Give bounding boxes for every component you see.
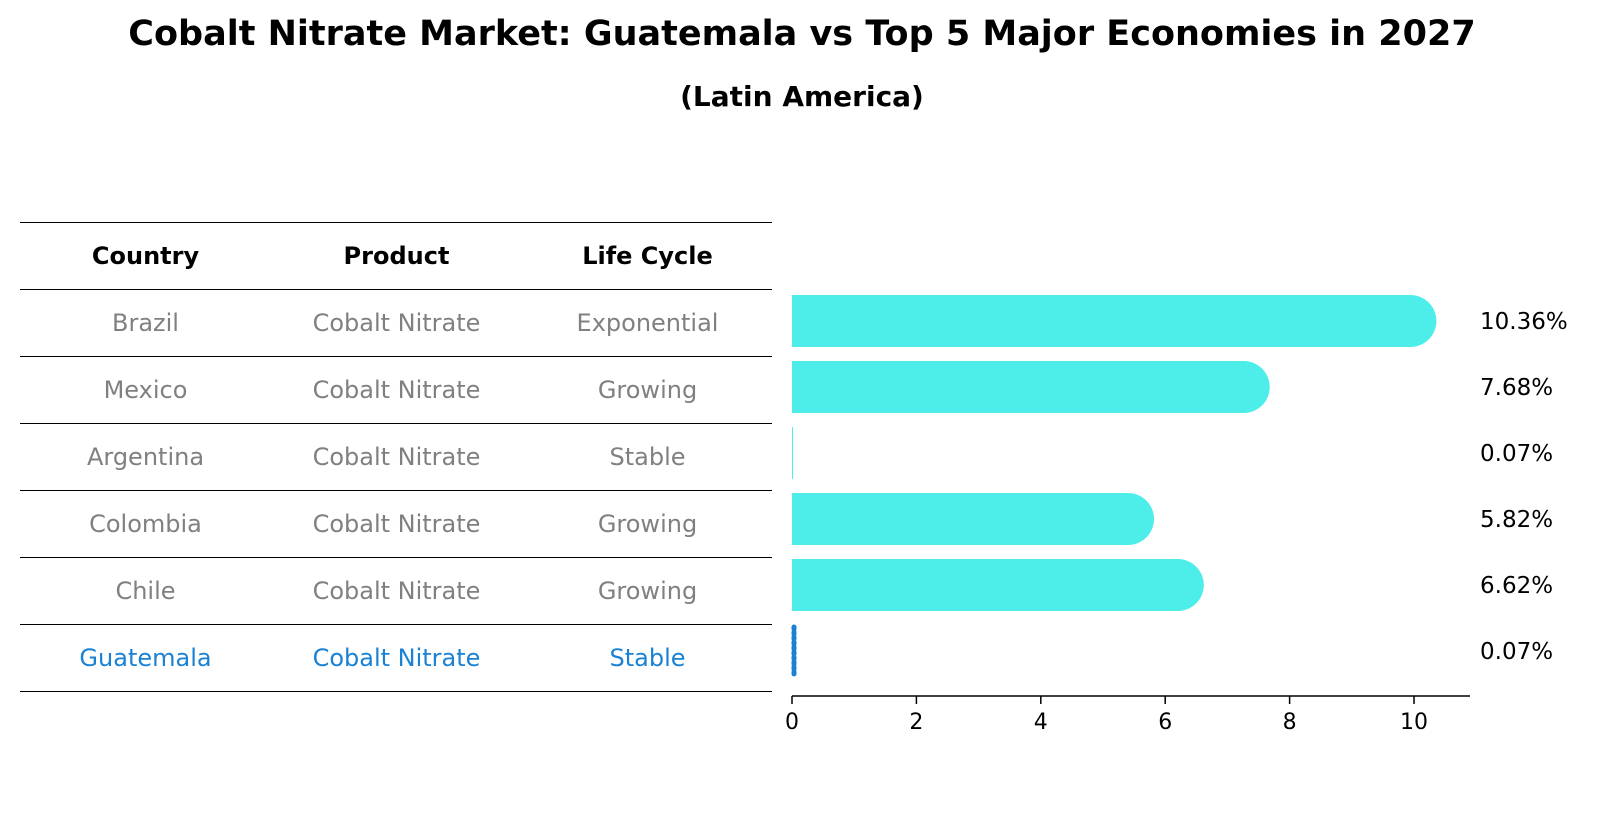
table-header-row: Country Product Life Cycle [20,222,772,289]
bar-cap-colombia [1102,493,1155,545]
table-row: Chile Cobalt Nitrate Growing [20,557,772,624]
country-cell: Argentina [86,443,205,471]
bar-cap-mexico [1217,361,1270,413]
value-label: 0.07% [1480,639,1553,665]
bar-cap-brazil [1384,295,1437,347]
product-cell: Cobalt Nitrate [312,644,481,672]
x-tick-label: 0 [785,710,799,735]
country-cell: Guatemala [79,644,212,672]
life-cycle-cell: Stable [609,644,686,672]
chart-title: Cobalt Nitrate Market: Guatemala vs Top … [128,14,1476,54]
value-label: 5.82% [1480,507,1553,533]
table-row: Colombia Cobalt Nitrate Growing [20,490,772,557]
bar-argentina [792,427,793,479]
table-row: Brazil Cobalt Nitrate Exponential [20,289,772,356]
country-cell: Brazil [112,309,179,337]
value-label: 10.36% [1480,309,1568,335]
bar-mexico [792,361,1244,413]
product-cell: Cobalt Nitrate [312,510,481,538]
column-header-product: Product [343,242,450,270]
bar-colombia [792,493,1129,545]
table-row-highlighted: Guatemala Cobalt Nitrate Stable [20,624,772,692]
x-tick-label: 10 [1400,710,1428,735]
product-cell: Cobalt Nitrate [312,443,481,471]
value-label: 6.62% [1480,573,1553,599]
data-table: Country Product Life Cycle Brazil Cobalt… [20,222,772,692]
value-label: 0.07% [1480,441,1553,467]
country-cell: Mexico [103,376,188,404]
product-cell: Cobalt Nitrate [312,376,481,404]
table-row: Mexico Cobalt Nitrate Growing [20,356,772,423]
bar-cap-chile [1151,559,1204,611]
country-cell: Colombia [89,510,202,538]
life-cycle-cell: Growing [597,577,698,605]
column-header-life-cycle: Life Cycle [582,242,713,270]
life-cycle-cell: Exponential [576,309,719,337]
table-row: Argentina Cobalt Nitrate Stable [20,423,772,490]
bar-chile [792,559,1178,611]
life-cycle-cell: Growing [597,376,698,404]
x-tick-label: 6 [1158,710,1172,735]
column-header-country: Country [91,242,200,270]
product-cell: Cobalt Nitrate [312,577,481,605]
x-tick-label: 2 [909,710,923,735]
life-cycle-cell: Stable [609,443,686,471]
x-tick-label: 8 [1283,710,1297,735]
product-cell: Cobalt Nitrate [312,309,481,337]
bar-brazil [792,295,1411,347]
value-label: 7.68% [1480,375,1553,401]
life-cycle-cell: Growing [597,510,698,538]
chart-subtitle: (Latin America) [680,80,924,113]
x-tick-label: 4 [1034,710,1048,735]
country-cell: Chile [115,577,176,605]
